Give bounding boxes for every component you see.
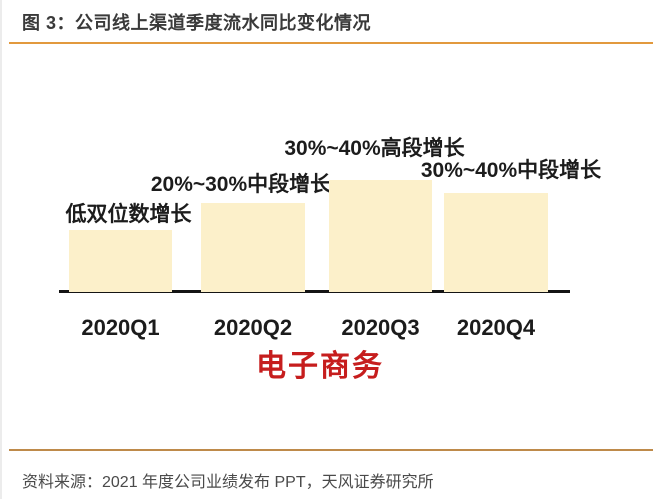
bar	[69, 230, 172, 292]
figure-title: 图 3：公司线上渠道季度流水同比变化情况	[22, 13, 372, 33]
x-axis-label: 2020Q3	[341, 315, 420, 340]
bar-annotation: 30%~40%中段增长	[420, 159, 602, 182]
bar-annotation: 20%~30%中段增长	[150, 173, 332, 196]
bar-annotation: 30%~40%高段增长	[284, 137, 465, 160]
series-label: 电子商务	[256, 350, 384, 383]
x-axis-line	[59, 290, 570, 293]
x-axis-label: 2020Q4	[456, 315, 536, 340]
bar	[201, 203, 305, 292]
x-axis-label: 2020Q2	[213, 315, 293, 340]
x-axis-label: 2020Q1	[81, 315, 160, 340]
bar-annotation: 低双位数增长	[65, 203, 192, 226]
bar	[329, 180, 432, 292]
footer-divider	[9, 449, 653, 451]
source-note: 资料来源：2021 年度公司业绩发布 PPT，天风证券研究所	[22, 474, 434, 491]
bar	[444, 193, 548, 292]
title-divider	[9, 42, 653, 44]
